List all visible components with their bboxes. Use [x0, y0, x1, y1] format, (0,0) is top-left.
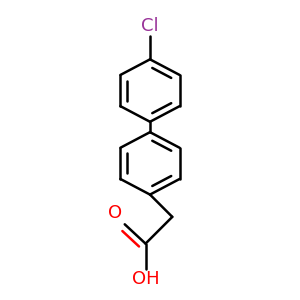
Text: OH: OH	[132, 270, 159, 288]
Text: Cl: Cl	[141, 17, 159, 35]
Text: O: O	[108, 204, 122, 222]
